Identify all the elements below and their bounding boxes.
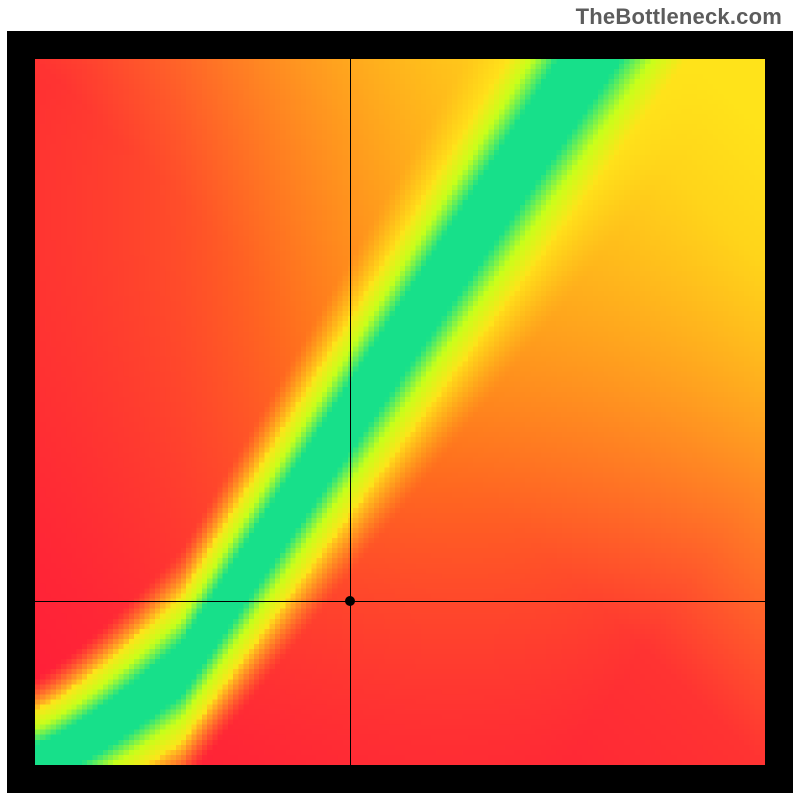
crosshair-horizontal [35, 601, 765, 602]
crosshair-vertical [350, 59, 351, 765]
chart-frame [7, 31, 793, 793]
heatmap-canvas [35, 59, 765, 765]
watermark-text: TheBottleneck.com [576, 4, 782, 30]
chart-container: TheBottleneck.com [0, 0, 800, 800]
heatmap-plot [35, 59, 765, 765]
